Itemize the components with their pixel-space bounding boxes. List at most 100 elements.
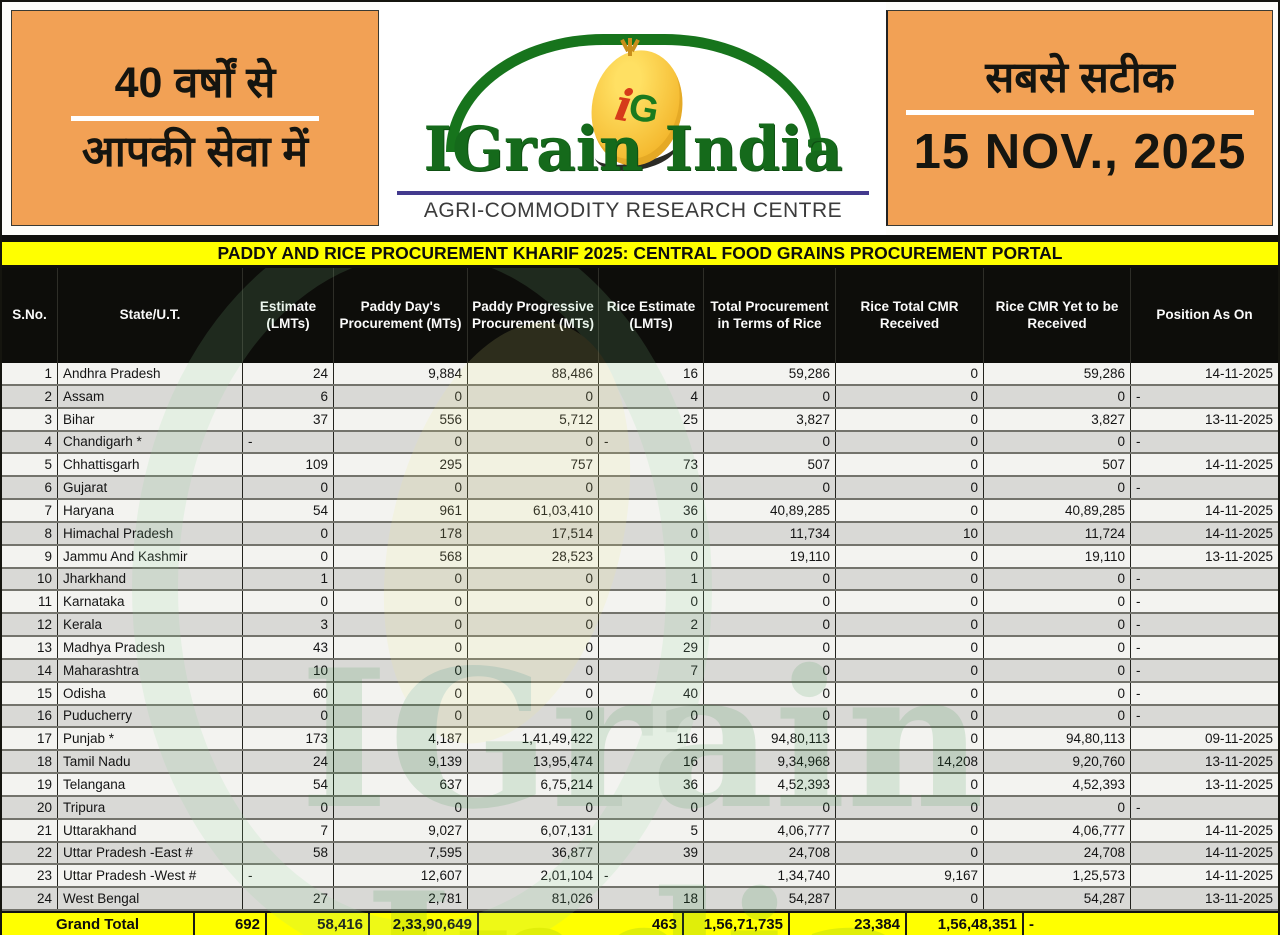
table-cell: Uttar Pradesh -West # bbox=[58, 865, 243, 887]
table-cell: Jammu And Kashmir bbox=[58, 545, 243, 567]
table-cell: 0 bbox=[836, 705, 984, 727]
table-cell: Assam bbox=[58, 385, 243, 407]
table-cell: - bbox=[1136, 434, 1141, 450]
table-cell: 0 bbox=[984, 614, 1131, 635]
table-cell: Andhra Pradesh bbox=[58, 363, 243, 384]
table-cell: 59,286 bbox=[984, 363, 1131, 384]
grand-total-cell: Grand Total bbox=[2, 913, 195, 935]
table-row: 2 Assam 6 0 0 4 0 0 0- bbox=[2, 385, 1278, 409]
table-cell: 0 bbox=[984, 637, 1131, 658]
grand-total-cell: 463 bbox=[479, 913, 684, 935]
table-cell: 0 bbox=[836, 545, 984, 567]
table-cell: 24 bbox=[243, 363, 334, 384]
table-cell: 37 bbox=[243, 408, 334, 430]
table-cell: 13-11-2025 bbox=[1204, 754, 1273, 770]
table-cell: 94,80,113 bbox=[704, 728, 836, 750]
table-cell: 3 bbox=[2, 408, 58, 430]
table-cell: 0 bbox=[334, 477, 468, 498]
table-cell: 9,884 bbox=[334, 363, 468, 384]
table-cell: 1 bbox=[243, 568, 334, 590]
table-cell: 14-11-2025 bbox=[1204, 525, 1273, 541]
table-cell: 7,595 bbox=[334, 842, 468, 864]
table-cell: Punjab * bbox=[58, 728, 243, 750]
header-cell: Rice Estimate (LMTs) bbox=[599, 268, 704, 363]
table-cell: 0 bbox=[243, 796, 334, 818]
grand-total-cell: 1,56,71,735 bbox=[684, 913, 790, 935]
table-row: 7 Haryana 54 961 61,03,410 36 40,89,285 0 40,89,… bbox=[2, 500, 1278, 523]
table-cell: 61,03,410 bbox=[468, 500, 599, 521]
table-cell: 14-11-2025 bbox=[1204, 365, 1273, 381]
header-cell: Total Procurement in Terms of Rice bbox=[704, 268, 836, 363]
table-cell: - bbox=[1136, 617, 1141, 633]
table-cell: 507 bbox=[704, 454, 836, 476]
date-panel: सबसे सटीक 15 NOV., 2025 bbox=[886, 10, 1273, 226]
table-cell: 13-11-2025 bbox=[1204, 548, 1273, 564]
table-cell: Telangana bbox=[58, 774, 243, 795]
grand-total-cell: 58,416 bbox=[267, 913, 370, 935]
table-row: 24 West Bengal 27 2,781 81,026 18 54,287 0 54,28… bbox=[2, 888, 1278, 911]
report-title-bar: PADDY AND RICE PROCUREMENT KHARIF 2025: … bbox=[2, 242, 1278, 268]
table-cell: 0 bbox=[334, 614, 468, 635]
table-row: 3 Bihar 37 556 5,712 25 3,827 0 3,827 13-11-2025 bbox=[2, 408, 1278, 432]
table-cell: 12 bbox=[2, 614, 58, 635]
table-cell: 10 bbox=[836, 522, 984, 544]
table-row: 17 Punjab * 173 4,187 1,41,49,422 116 94,80,11… bbox=[2, 728, 1278, 752]
table-cell: - bbox=[1136, 799, 1141, 815]
table-row: 19 Telangana 54 637 6,75,214 36 4,52,393 0 4,52,… bbox=[2, 774, 1278, 797]
table-cell: 1 bbox=[599, 568, 704, 590]
table-row: 4 Chandigarh * -0 0-0 0 0- bbox=[2, 431, 1278, 455]
table-cell: 0 bbox=[984, 385, 1131, 407]
table-cell: 14-11-2025 bbox=[1204, 502, 1273, 518]
table-row: 6 Gujarat 0 0 0 0 0 0 0- bbox=[2, 477, 1278, 500]
table-cell: 73 bbox=[599, 454, 704, 476]
table-cell: 0 bbox=[704, 682, 836, 704]
table-cell: 0 bbox=[599, 522, 704, 544]
table-cell: 556 bbox=[334, 408, 468, 430]
table-cell: 0 bbox=[468, 682, 599, 704]
table-cell: 0 bbox=[468, 385, 599, 407]
table-cell: 0 bbox=[984, 568, 1131, 590]
table-cell: 39 bbox=[599, 842, 704, 864]
table-cell: 0 bbox=[836, 454, 984, 476]
table-cell: 0 bbox=[984, 431, 1131, 453]
table-row: 18 Tamil Nadu 24 9,139 13,95,474 16 9,34,968 14… bbox=[2, 751, 1278, 774]
table-cell: 4,187 bbox=[334, 728, 468, 750]
table-cell: 5 bbox=[2, 454, 58, 476]
table-cell: 09-11-2025 bbox=[1204, 731, 1273, 747]
table-cell: 1 bbox=[2, 363, 58, 384]
table-cell: 60 bbox=[243, 682, 334, 704]
table-cell: 1,25,573 bbox=[984, 865, 1131, 887]
grand-total-cell: 692 bbox=[195, 913, 267, 935]
header-cell: Paddy Day's Procurement (MTs) bbox=[334, 268, 468, 363]
table-cell: 17,514 bbox=[468, 522, 599, 544]
table-cell: 14,208 bbox=[836, 751, 984, 772]
table-cell: 0 bbox=[836, 591, 984, 613]
table-cell: 13-11-2025 bbox=[1204, 891, 1273, 907]
table-cell: 10 bbox=[2, 568, 58, 590]
table-cell: 27 bbox=[243, 888, 334, 909]
table-cell: 0 bbox=[468, 431, 599, 453]
table-cell: 0 bbox=[704, 705, 836, 727]
header-cell: Rice Total CMR Received bbox=[836, 268, 984, 363]
table-cell: 20 bbox=[2, 796, 58, 818]
table-cell: 3 bbox=[243, 614, 334, 635]
table-cell: 36 bbox=[599, 774, 704, 795]
table-cell: 0 bbox=[599, 705, 704, 727]
table-cell: 6,75,214 bbox=[468, 774, 599, 795]
table-cell: 36,877 bbox=[468, 842, 599, 864]
table-row: 14 Maharashtra 10 0 0 7 0 0 0- bbox=[2, 659, 1278, 683]
table-cell: 0 bbox=[334, 705, 468, 727]
table-cell: 9,027 bbox=[334, 819, 468, 841]
table-cell: 173 bbox=[243, 728, 334, 750]
table-cell: 0 bbox=[468, 614, 599, 635]
table-cell: 13-11-2025 bbox=[1204, 776, 1273, 792]
table-cell: 4 bbox=[2, 431, 58, 453]
table-cell: Madhya Pradesh bbox=[58, 637, 243, 658]
table-cell: 3,827 bbox=[704, 408, 836, 430]
table-body: 1 Andhra Pradesh 24 9,884 88,486 16 59,286 0 59,… bbox=[2, 363, 1278, 911]
table-cell: 0 bbox=[984, 796, 1131, 818]
header-cell: S.No. bbox=[2, 268, 58, 363]
table-cell: 0 bbox=[704, 659, 836, 681]
table-cell: 0 bbox=[468, 659, 599, 681]
